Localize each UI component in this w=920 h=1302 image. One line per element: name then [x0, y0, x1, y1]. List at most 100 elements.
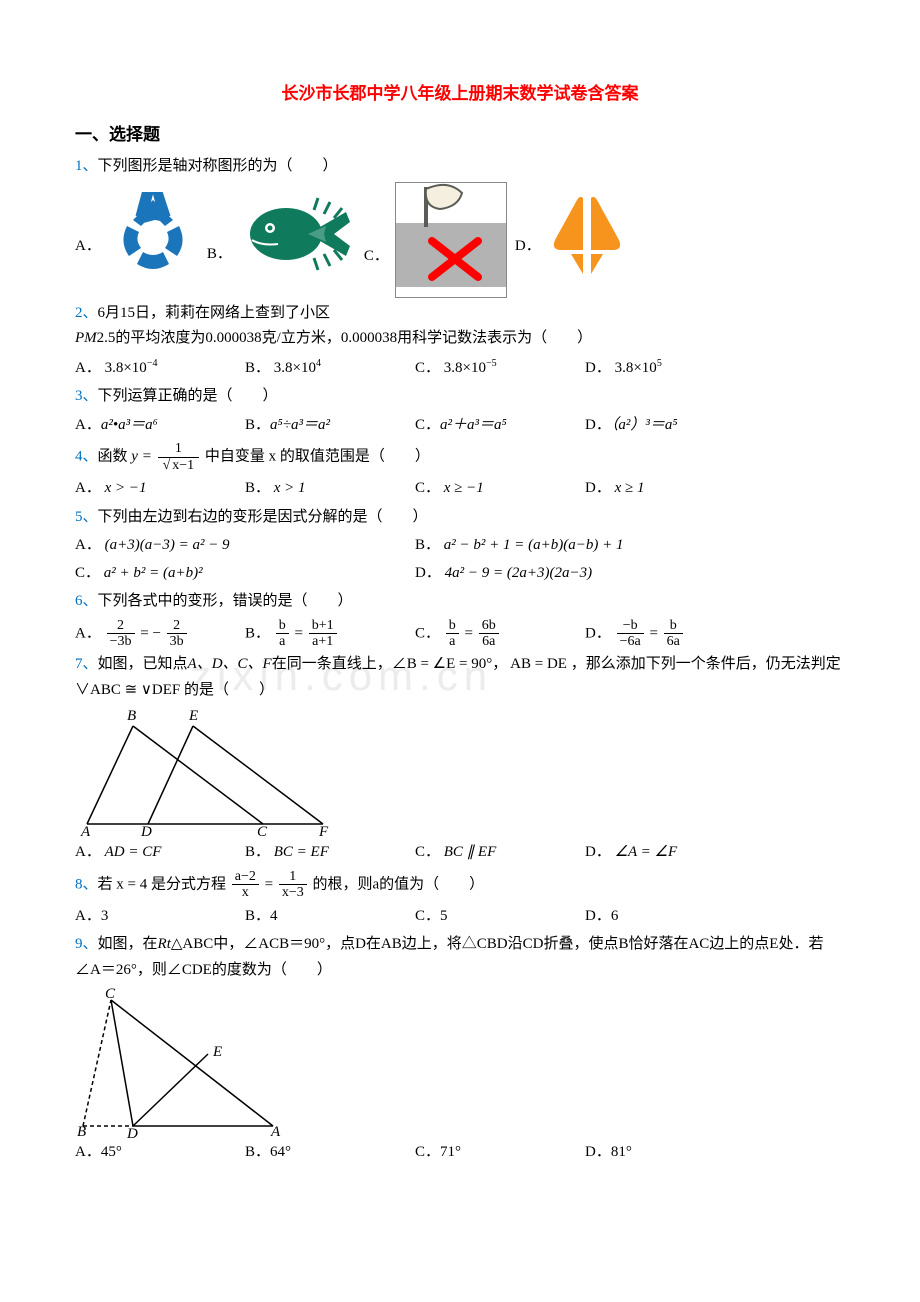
- q7-lbl-C: C: [257, 824, 268, 838]
- q5-optA: A． (a+3)(a−3) = a² − 9: [75, 533, 415, 559]
- q2-optB: B． 3.8×104: [245, 355, 415, 382]
- q6-A-f2n: 2: [167, 618, 187, 634]
- q3-B-expr: a⁵÷a³＝a²: [270, 417, 330, 433]
- q3-optA: A．a²•a³＝a⁶: [75, 413, 245, 439]
- q2-pm: PM: [75, 330, 97, 346]
- q4-optD: D． x ≥ 1: [585, 476, 735, 502]
- q1-options: A． B．: [75, 182, 845, 298]
- page-title: 长沙市长郡中学八年级上册期末数学试卷含答案: [75, 80, 845, 109]
- q8-pre: 若 x = 4 是分式方程: [98, 876, 230, 892]
- q7-lbl-E: E: [188, 708, 198, 724]
- q2-optC: C． 3.8×10−5: [415, 355, 585, 382]
- q8-options: A．3 B．4 C．5 D．6: [75, 904, 845, 930]
- q4-C-label: C．: [415, 480, 440, 496]
- q4-options: A． x > −1 B． x > 1 C． x ≥ −1 D． x ≥ 1: [75, 476, 845, 502]
- q6-B-f2d: a+1: [309, 634, 337, 649]
- q1-optA: A．: [75, 192, 199, 288]
- q6-text: 下列各式中的变形，错误的是（ ）: [98, 593, 353, 609]
- q3-D-expr: （a²）³＝a⁵: [611, 417, 678, 433]
- q6: 6、下列各式中的变形，错误的是（ ）: [75, 589, 845, 615]
- q6-B-eq: =: [295, 625, 307, 641]
- q6-A-eq: = −: [140, 625, 161, 641]
- q7-options: A． AD = CF B． BC = EF C． BC ∥ EF D． ∠A =…: [75, 840, 845, 866]
- q6-optB: B． ba = b+1a+1: [245, 618, 415, 650]
- q9-t1: 如图，在: [98, 936, 158, 952]
- q4-A-expr: x > −1: [105, 480, 147, 496]
- q6-A-f1n: 2: [107, 618, 135, 634]
- q2-D-exp: 5: [657, 358, 662, 369]
- q2-A-label: A．: [75, 360, 101, 376]
- q1-optC-label: C．: [364, 244, 389, 270]
- q5-A-label: A．: [75, 537, 101, 553]
- q3-optC: C．a²＋a³＝a⁵: [415, 413, 585, 439]
- q6-D-f1d: −6a: [617, 634, 644, 649]
- q3-A-label: A．: [75, 417, 101, 433]
- q6-optC: C． ba = 6b6a: [415, 618, 585, 650]
- q6-B-f1d: a: [276, 634, 289, 649]
- q1-optC: C．: [364, 182, 507, 298]
- q4-optB: B． x > 1: [245, 476, 415, 502]
- q6-D-f1n: −b: [617, 618, 644, 634]
- q6-C-eq: =: [465, 625, 477, 641]
- q1-imgD: [547, 192, 627, 288]
- q7-diagram: A D C F B E: [75, 706, 845, 838]
- q9-diagram: B D A C E: [75, 986, 845, 1138]
- q8-num: 8、: [75, 876, 98, 892]
- q7-B-label: B．: [245, 844, 270, 860]
- q4-frac-den: x−1: [158, 458, 200, 473]
- q8-optD: D．6: [585, 904, 735, 930]
- q8-optB: B．4: [245, 904, 415, 930]
- q4-sqrt-rad: x−1: [170, 457, 196, 473]
- q5-optC: C． a² + b² = (a+b)²: [75, 561, 415, 587]
- q9-t2: △ABC中，∠ACB＝90°，点D在AB边上，将△CBD沿CD折叠，使点B恰好落…: [75, 936, 823, 978]
- q9-optD: D．81°: [585, 1140, 735, 1166]
- q7-C-expr: BC ∥ EF: [444, 844, 497, 860]
- q3-A-expr: a²•a³＝a⁶: [101, 417, 158, 433]
- q7-num: 7、: [75, 656, 98, 672]
- q4-pre: 函数: [98, 449, 132, 465]
- q7-D-expr: ∠A = ∠F: [615, 844, 678, 860]
- q7-B-expr: BC = EF: [274, 844, 329, 860]
- q4-A-label: A．: [75, 480, 101, 496]
- q5-D-expr: 4a² − 9 = (2a+3)(2a−3): [445, 565, 592, 581]
- q8: 8、若 x = 4 是分式方程 a−2x = 1x−3 的根，则a的值为（ ）: [75, 869, 845, 901]
- q4-optA: A． x > −1: [75, 476, 245, 502]
- q9-lbl-E: E: [212, 1044, 222, 1060]
- q4-frac: 1 x−1: [158, 441, 200, 473]
- q4-num: 4、: [75, 449, 98, 465]
- q9-lbl-B: B: [77, 1124, 86, 1138]
- q2-C-label: C．: [415, 360, 440, 376]
- q2: 2、6月15日，莉莉在网络上查到了小区PM2.5的平均浓度为0.000038克/…: [75, 301, 845, 352]
- q6-A-label: A．: [75, 625, 101, 641]
- q9-lbl-D: D: [126, 1126, 138, 1138]
- q2-C-val: 3.8×10: [444, 360, 486, 376]
- q2-options: A． 3.8×10−4 B． 3.8×104 C． 3.8×10−5 D． 3.…: [75, 355, 845, 382]
- q6-D-eq: =: [649, 625, 661, 641]
- q8-optA: A．3: [75, 904, 245, 930]
- q1-optB: B．: [207, 184, 356, 296]
- q9-options: A．45° B．64° C．71° D．81°: [75, 1140, 845, 1166]
- q6-C-f2d: 6a: [479, 634, 499, 649]
- q7-C-label: C．: [415, 844, 440, 860]
- q2-D-val: 3.8×10: [615, 360, 657, 376]
- q1-optB-label: B．: [207, 242, 232, 268]
- q2-B-label: B．: [245, 360, 270, 376]
- q2-optD: D． 3.8×105: [585, 355, 735, 382]
- q7-lbl-F: F: [318, 824, 329, 838]
- q5-B-label: B．: [415, 537, 440, 553]
- q1-imgC: [395, 182, 507, 298]
- q6-A-f1d: −3b: [107, 634, 135, 649]
- q6-A-f2d: 3b: [167, 634, 187, 649]
- q7-optB: B． BC = EF: [245, 840, 415, 866]
- q1-optD: D．: [515, 192, 627, 288]
- q2-text2: 2.5的平均浓度为0.000038克/立方米，0.000038用科学记数法表示为…: [97, 330, 592, 346]
- q3-C-expr: a²＋a³＝a⁵: [440, 417, 507, 433]
- q2-A-val: 3.8×10: [105, 360, 147, 376]
- q1-optD-label: D．: [515, 234, 541, 260]
- q3-B-label: B．: [245, 417, 270, 433]
- q7-optD: D． ∠A = ∠F: [585, 840, 735, 866]
- q6-optA: A． 2−3b = − 23b: [75, 618, 245, 650]
- q6-B-f1n: b: [276, 618, 289, 634]
- q8-f1n: a−2: [232, 869, 259, 885]
- q6-C-f1n: b: [446, 618, 459, 634]
